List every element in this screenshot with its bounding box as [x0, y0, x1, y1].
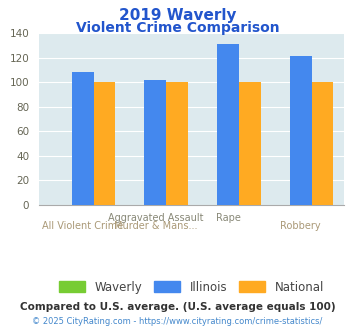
Text: Compared to U.S. average. (U.S. average equals 100): Compared to U.S. average. (U.S. average …: [20, 302, 335, 312]
Text: Robbery: Robbery: [280, 220, 321, 231]
Bar: [312, 82, 333, 205]
Bar: [72, 72, 94, 205]
Text: All Violent Crime: All Violent Crime: [42, 220, 123, 231]
Bar: [144, 80, 166, 205]
Text: Murder & Mans...: Murder & Mans...: [114, 220, 197, 231]
Bar: [217, 44, 239, 205]
Bar: [290, 56, 312, 205]
Text: © 2025 CityRating.com - https://www.cityrating.com/crime-statistics/: © 2025 CityRating.com - https://www.city…: [32, 317, 323, 326]
Text: 2019 Waverly: 2019 Waverly: [119, 8, 236, 23]
Text: Aggravated Assault: Aggravated Assault: [108, 213, 203, 223]
Bar: [239, 82, 261, 205]
Bar: [94, 82, 115, 205]
Legend: Waverly, Illinois, National: Waverly, Illinois, National: [55, 276, 329, 298]
Text: Violent Crime Comparison: Violent Crime Comparison: [76, 21, 279, 35]
Bar: [166, 82, 188, 205]
Text: Rape: Rape: [215, 213, 240, 223]
